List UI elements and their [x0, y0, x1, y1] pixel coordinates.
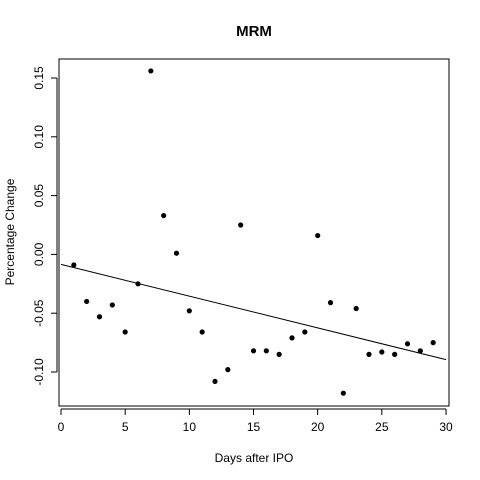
data-point	[340, 390, 346, 396]
data-point	[161, 212, 167, 219]
data-point	[379, 349, 385, 355]
data-point	[173, 250, 180, 256]
data-point	[404, 341, 411, 347]
data-point	[366, 351, 372, 357]
data-point	[289, 335, 295, 341]
data-point	[263, 348, 269, 354]
y-axis: -0.10 -0.05 0.00 0.05 0.10 0.15	[32, 66, 58, 386]
x-tick-label: 30	[439, 420, 453, 434]
x-tick-label: 5	[122, 420, 129, 434]
y-axis-label: Percentage Change	[3, 178, 17, 285]
plot-frame	[58, 58, 450, 407]
data-point	[199, 329, 205, 335]
data-point	[417, 348, 423, 354]
data-point	[327, 300, 334, 306]
data-point	[148, 68, 154, 74]
data-point	[84, 298, 90, 305]
x-tick-label: 25	[375, 420, 389, 434]
data-point	[71, 262, 77, 268]
x-axis: 0 5 10 15 20 25 30	[58, 408, 453, 434]
y-tick-label: 0.10	[32, 125, 46, 149]
data-point	[302, 329, 308, 335]
y-tick-label: 0.15	[32, 66, 46, 90]
data-point	[353, 305, 359, 312]
y-tick-label: 0.00	[32, 242, 46, 266]
data-point	[276, 351, 282, 357]
data-point	[96, 314, 103, 320]
trendline-layer	[60, 263, 447, 361]
data-point	[186, 308, 192, 314]
trend-line	[60, 263, 447, 361]
data-point	[250, 348, 257, 354]
x-tick-label: 15	[247, 420, 261, 434]
y-tick-label: -0.10	[32, 358, 46, 386]
x-tick-label: 10	[183, 420, 197, 434]
data-point	[315, 232, 321, 239]
data-point	[212, 378, 218, 385]
y-tick-label: 0.05	[32, 184, 46, 208]
data-point	[122, 329, 128, 335]
x-axis-label: Days after IPO	[215, 451, 294, 465]
chart-title: MRM	[236, 23, 272, 40]
data-point	[392, 351, 398, 357]
data-points	[71, 68, 436, 396]
data-point	[430, 340, 436, 346]
y-tick-label: -0.05	[32, 299, 46, 327]
data-point	[109, 302, 115, 308]
data-point	[135, 281, 141, 287]
data-point	[238, 222, 244, 228]
x-tick-label: 0	[58, 420, 65, 434]
x-tick-label: 20	[311, 420, 325, 434]
data-point	[225, 367, 231, 373]
